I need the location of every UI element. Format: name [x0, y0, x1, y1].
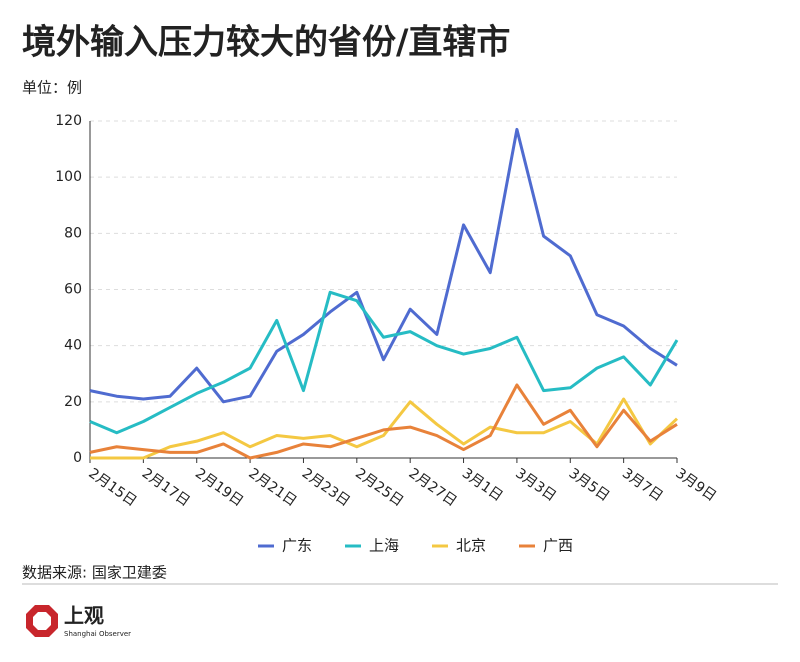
y-tick-label: 20	[64, 394, 82, 410]
legend-label: 北京	[456, 537, 486, 555]
x-tick-label: 2月19日	[192, 465, 246, 510]
x-tick-label: 3月9日	[672, 465, 719, 504]
y-tick-label: 60	[64, 282, 82, 298]
logo	[26, 605, 58, 637]
source: 数据来源: 国家卫建委	[22, 564, 167, 582]
x-tick-label: 2月25日	[352, 465, 406, 510]
x-tick-label: 2月21日	[246, 465, 300, 510]
y-tick-label: 40	[64, 338, 82, 354]
brand: 上观	[64, 604, 104, 628]
legend-label: 上海	[369, 537, 399, 555]
y-tick-label: 0	[73, 450, 82, 466]
series-line	[90, 397, 679, 460]
y-tick-label: 100	[55, 169, 82, 185]
x-tick-label: 3月5日	[566, 465, 613, 504]
y-tick-label: 80	[64, 225, 82, 241]
x-tick-label: 2月17日	[139, 465, 193, 510]
x-tick-label: 2月15日	[85, 465, 139, 510]
series-line	[89, 127, 678, 404]
x-tick-label: 2月23日	[299, 465, 353, 510]
x-tick-label: 3月7日	[619, 465, 666, 504]
y-tick-label: 120	[55, 113, 82, 129]
series-line	[89, 383, 678, 460]
brand-en: Shanghai Observer	[64, 630, 131, 638]
x-tick-label: 3月3日	[512, 465, 559, 504]
series-line	[89, 290, 679, 435]
x-tick-label: 3月1日	[459, 465, 506, 504]
chart-title: 境外输入压力较大的省份/直辖市	[22, 23, 510, 63]
legend-label: 广西	[543, 537, 573, 555]
legend-label: 广东	[282, 537, 312, 555]
x-tick-label: 2月27日	[406, 465, 460, 510]
unit-label: 单位：例	[22, 79, 82, 97]
